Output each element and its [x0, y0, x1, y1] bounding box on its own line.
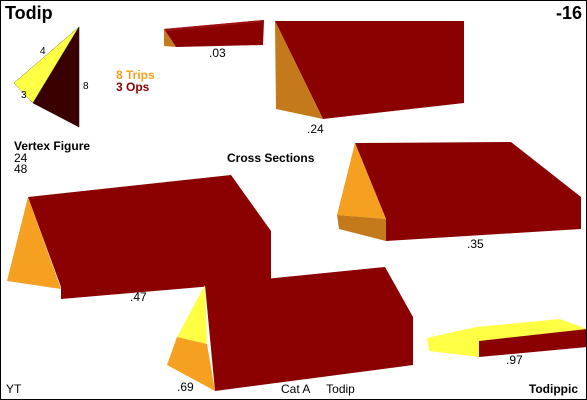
- footer-subtitle: Todippic: [528, 382, 578, 396]
- edge-label-4: 4: [40, 46, 46, 57]
- footer-category-text: Cat A: [281, 382, 310, 396]
- vertex-figure-line2: 48: [14, 162, 28, 176]
- vertex-figure-line1: 24: [14, 151, 28, 165]
- edge-label-3: 3: [21, 90, 27, 101]
- section-24-shape: [275, 21, 464, 119]
- vertex-figure-label: Vertex Figure: [14, 139, 91, 153]
- footer-name-text: Todip: [326, 382, 355, 396]
- section-label-69: .69: [177, 380, 194, 394]
- section-69-shape: [167, 267, 413, 391]
- section-47-shape: [7, 175, 271, 299]
- section-03-shape: [164, 20, 264, 47]
- trips-label: 8 Trips: [116, 68, 155, 82]
- section-label-24: .24: [307, 122, 324, 136]
- footer-category: Cat A Todip: [281, 382, 355, 396]
- figure-title: Todip: [5, 3, 53, 23]
- edge-label-8: 8: [83, 81, 89, 92]
- section-label-97: .97: [506, 353, 523, 367]
- footer-author: YT: [6, 382, 22, 396]
- section-35-shape: [337, 142, 581, 241]
- ops-label: 3 Ops: [116, 80, 150, 94]
- section-label-47: .47: [130, 290, 147, 304]
- section-label-35: .35: [467, 237, 484, 251]
- vertex-figure-triangle: [13, 26, 80, 128]
- figure-number: -16: [555, 3, 582, 23]
- cross-sections-heading: Cross Sections: [227, 151, 315, 165]
- section-label-03: .03: [209, 46, 226, 60]
- section-97-shape: [427, 319, 586, 357]
